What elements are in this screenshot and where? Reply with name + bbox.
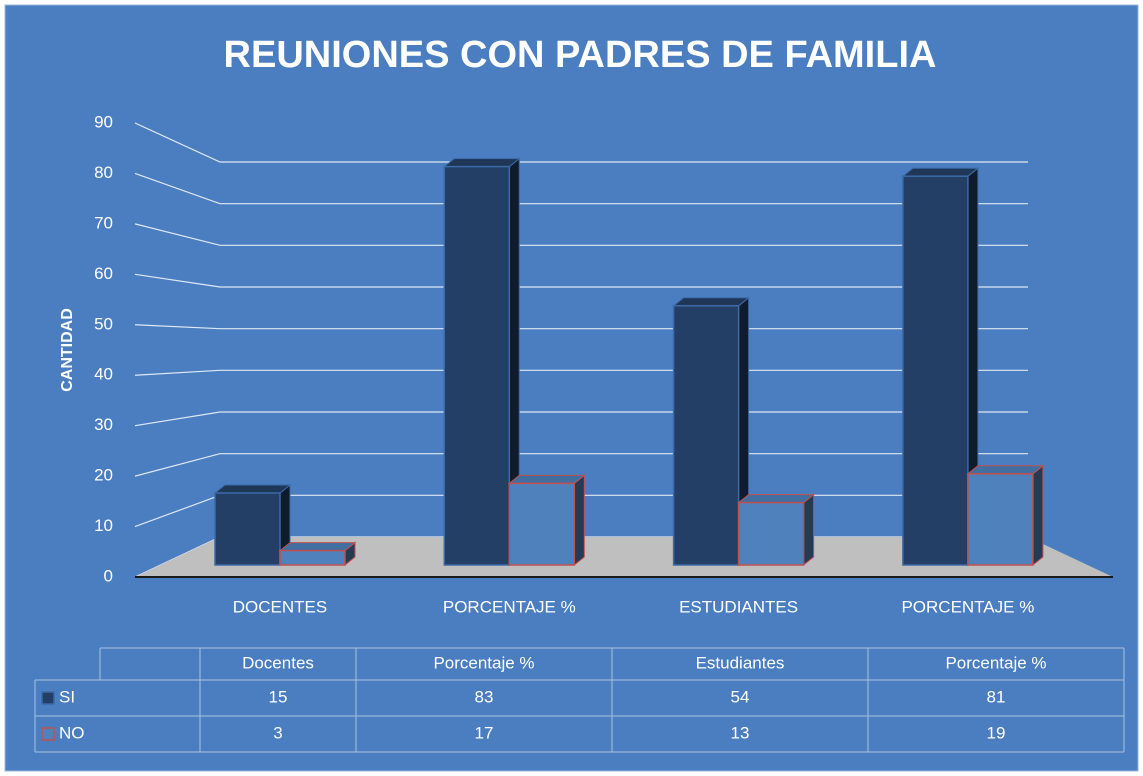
grid-line: [134, 223, 1028, 246]
grid-line: [134, 411, 1028, 427]
bar-front: [672, 305, 740, 566]
bar-front: [737, 501, 805, 566]
y-tick-label: 90: [94, 112, 113, 131]
bar-side: [573, 474, 585, 567]
table-cell: 81: [987, 687, 1006, 706]
y-tick-label: 70: [94, 213, 113, 232]
y-tick-label: 0: [104, 566, 113, 585]
y-tick-label: 50: [94, 314, 113, 333]
bar: [278, 541, 357, 567]
bar-top: [672, 297, 751, 307]
table-cell: 15: [269, 687, 288, 706]
y-tick-label: 30: [94, 415, 113, 434]
table-cell: 19: [987, 723, 1006, 742]
bar-front: [443, 165, 511, 566]
table-cell: 83: [475, 687, 494, 706]
bar-top: [507, 474, 586, 484]
x-tick-label: DOCENTES: [233, 597, 327, 616]
bar: [966, 464, 1045, 567]
table-header: Porcentaje %: [945, 653, 1046, 672]
bar-side: [803, 493, 815, 567]
grid-line: [134, 122, 1028, 163]
bar-front: [967, 473, 1034, 566]
bar: [213, 483, 292, 567]
chart-title: REUNIONES CON PADRES DE FAMILIA: [224, 34, 937, 76]
table-cell: 17: [475, 723, 494, 742]
legend-key: [41, 691, 55, 705]
bar-front: [508, 482, 576, 566]
bar: [507, 474, 586, 567]
bar: [442, 157, 521, 567]
grid-line: [134, 453, 1028, 477]
table-cell: 3: [273, 723, 282, 742]
x-tick-label: ESTUDIANTES: [679, 597, 798, 616]
y-tick-label: 20: [94, 466, 113, 485]
grid-line: [134, 369, 1028, 376]
bar-top: [901, 167, 980, 177]
y-axis-label: CANTIDAD: [59, 308, 76, 392]
bar-front: [902, 175, 969, 566]
legend-key: [41, 727, 55, 741]
bar-top: [737, 494, 816, 504]
table-header: Estudiantes: [696, 653, 785, 672]
y-tick-label: 10: [94, 516, 113, 535]
y-tick-label: 60: [94, 264, 113, 283]
bar-top: [442, 158, 521, 168]
x-tick-label: PORCENTAJE %: [901, 597, 1034, 616]
y-tick-label: 80: [94, 163, 113, 182]
bar: [737, 493, 816, 567]
table-cell: 13: [731, 723, 750, 742]
grid-line: [134, 273, 1028, 288]
bar-top: [278, 542, 357, 552]
grid-line: [134, 324, 1028, 330]
bar: [672, 296, 751, 567]
table-cell: 54: [731, 687, 750, 706]
bar-front: [279, 549, 346, 566]
table-header: Docentes: [242, 653, 314, 672]
bar-side: [1032, 464, 1044, 567]
floor: [135, 537, 1113, 577]
bar-top: [213, 484, 292, 494]
x-tick-label: PORCENTAJE %: [443, 597, 576, 616]
grid-line: [134, 172, 1028, 205]
bar-front: [214, 492, 281, 566]
legend-label: NO: [59, 723, 85, 742]
bar-top: [966, 465, 1045, 475]
y-tick-label: 40: [94, 365, 113, 384]
legend-label: SI: [59, 687, 75, 706]
table-header: Porcentaje %: [433, 653, 534, 672]
bar: [901, 167, 980, 567]
